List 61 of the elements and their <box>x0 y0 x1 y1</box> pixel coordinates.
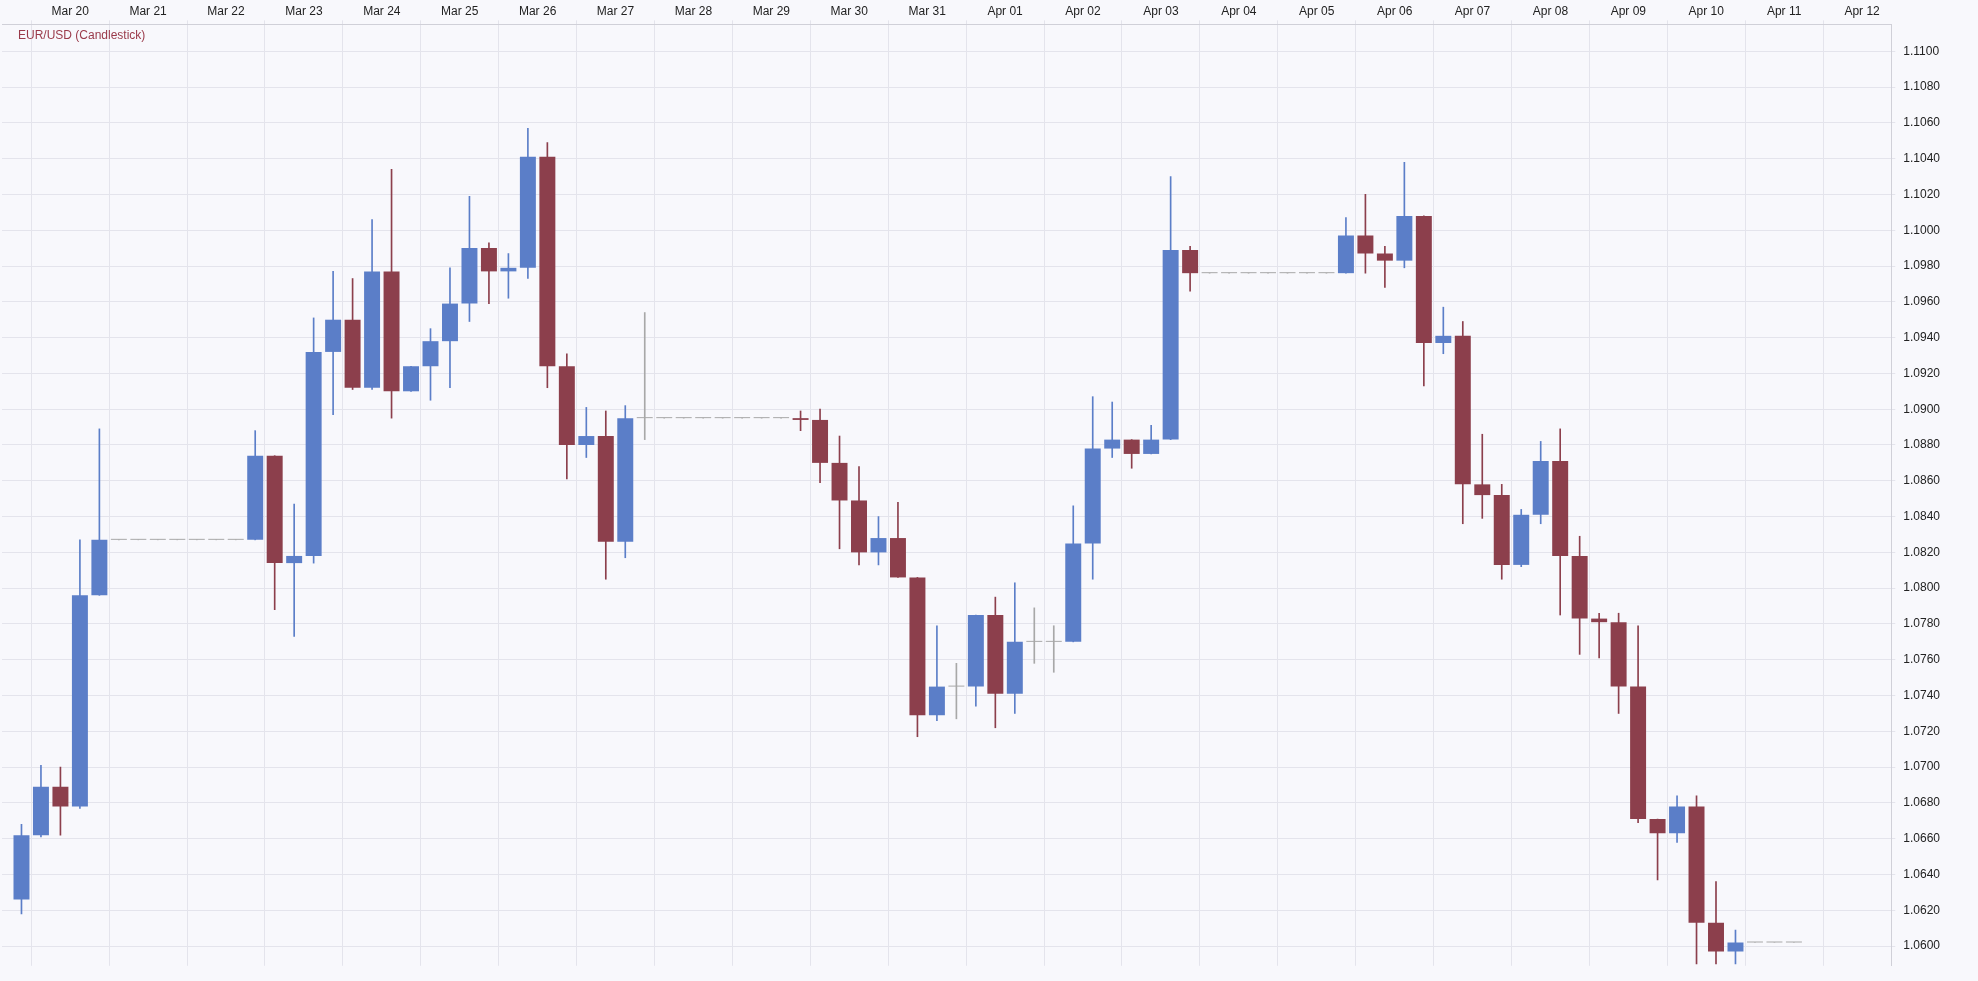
y-tick-label: 1.0680 <box>1903 795 1941 810</box>
y-tick-label: 1.0620 <box>1903 902 1941 917</box>
y-tick-label: 1.0920 <box>1903 365 1941 380</box>
y-tick-label: 1.0720 <box>1903 723 1941 738</box>
candlestick <box>1045 625 1062 673</box>
candlestick <box>325 271 342 415</box>
y-tick-label: 1.1080 <box>1903 79 1941 94</box>
x-tick-label: Mar 21 <box>129 3 168 18</box>
y-tick-label: 1.0940 <box>1903 329 1941 344</box>
x-tick-label: Mar 22 <box>207 3 245 18</box>
y-tick-label: 1.1100 <box>1903 43 1940 58</box>
x-tick-label: Mar 30 <box>830 3 869 18</box>
x-tick-label: Apr 10 <box>1688 3 1725 18</box>
candlestick <box>1474 433 1491 519</box>
y-tick-label: 1.1040 <box>1903 150 1941 165</box>
candlestick <box>286 503 303 637</box>
x-tick-label: Apr 03 <box>1143 3 1179 18</box>
candlestick <box>1435 306 1452 355</box>
y-tick-label: 1.0880 <box>1903 437 1941 452</box>
y-tick-label: 1.0960 <box>1903 294 1941 309</box>
candlestick <box>578 407 595 458</box>
x-tick-label: Mar 24 <box>363 3 401 18</box>
y-tick-label: 1.0760 <box>1903 652 1941 667</box>
x-tick-label: Apr 08 <box>1532 3 1569 18</box>
x-tick-label: Apr 06 <box>1376 3 1413 18</box>
y-tick-label: 1.0800 <box>1903 580 1941 595</box>
x-tick-label: Apr 02 <box>1065 3 1101 18</box>
y-tick-label: 1.0980 <box>1903 258 1941 273</box>
y-tick-label: 1.0600 <box>1903 938 1941 953</box>
y-tick-label: 1.1020 <box>1903 186 1941 201</box>
x-tick-label: Apr 05 <box>1299 3 1335 18</box>
x-tick-label: Mar 28 <box>674 3 713 18</box>
x-tick-label: Mar 31 <box>908 3 947 18</box>
x-tick-label: Apr 07 <box>1454 3 1491 18</box>
y-tick-label: 1.0660 <box>1903 831 1941 846</box>
x-tick-label: Mar 26 <box>518 3 557 18</box>
x-tick-label: Apr 09 <box>1610 3 1647 18</box>
y-tick-label: 1.0780 <box>1903 616 1941 631</box>
chart-title: EUR/USD (Candlestick) <box>18 27 146 42</box>
x-tick-label: Apr 12 <box>1844 3 1881 18</box>
x-tick-label: Apr 11 <box>1766 3 1802 18</box>
y-tick-label: 1.1060 <box>1903 115 1941 130</box>
y-tick-label: 1.0640 <box>1903 866 1941 881</box>
x-tick-label: Apr 04 <box>1221 3 1257 18</box>
y-tick-label: 1.0860 <box>1903 473 1941 488</box>
x-tick-label: Mar 20 <box>51 3 90 18</box>
x-tick-label: Apr 01 <box>987 3 1024 18</box>
x-tick-label: Mar 23 <box>285 3 323 18</box>
y-tick-label: 1.0820 <box>1903 544 1941 559</box>
x-tick-label: Mar 25 <box>441 3 479 18</box>
y-tick-label: 1.0740 <box>1903 687 1941 702</box>
y-tick-label: 1.0840 <box>1903 508 1941 523</box>
y-tick-label: 1.0700 <box>1903 759 1941 774</box>
candlestick <box>1376 246 1393 288</box>
y-tick-label: 1.0900 <box>1903 401 1941 416</box>
y-tick-label: 1.1000 <box>1903 222 1941 237</box>
candlestick <box>636 312 653 440</box>
candlestick <box>1104 401 1121 458</box>
x-tick-label: Mar 27 <box>596 3 635 18</box>
x-tick-label: Mar 29 <box>752 3 791 18</box>
candlestick <box>1026 607 1043 664</box>
